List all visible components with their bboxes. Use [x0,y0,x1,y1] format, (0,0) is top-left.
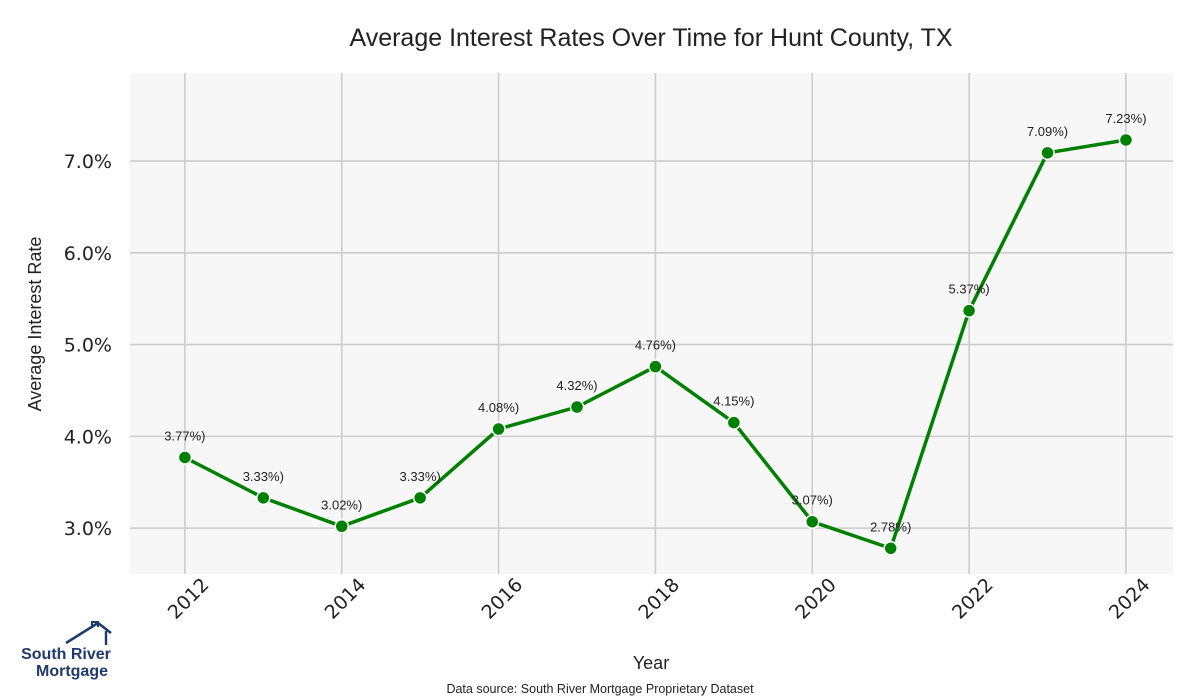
data-label: 7.09%) [1027,124,1068,139]
x-tick-label: 2018 [634,574,684,624]
data-point [1118,132,1134,148]
y-axis-label: Average Interest Rate [25,237,45,412]
x-axis-label: Year [633,653,669,673]
data-point [726,415,742,430]
logo-line-1: South River [21,646,111,663]
source-note: Data source: South River Mortgage Propri… [446,682,754,696]
data-label: 3.07%) [792,493,833,508]
house-roof-icon [65,621,112,645]
data-label: 2.78%) [870,519,911,534]
data-point [256,490,271,506]
data-point [1040,145,1055,161]
data-point [883,541,898,556]
y-tick-label: 3.0% [64,518,112,540]
grid [130,73,1173,574]
y-axis-ticks: 3.0% 4.0% 5.0% 6.0% 7.0% [64,151,112,540]
chart-title: Average Interest Rates Over Time for Hun… [349,24,952,52]
x-tick-label: 2022 [948,574,998,624]
x-tick-label: 2016 [477,574,527,624]
data-label: 7.23%) [1105,111,1146,126]
x-tick-label: 2014 [321,574,371,624]
y-tick-label: 4.0% [64,426,112,448]
data-label: 3.33%) [400,469,441,484]
data-label: 4.76%) [635,338,676,353]
data-point [648,359,663,374]
y-tick-label: 5.0% [64,335,112,357]
logo-line-2: Mortgage [36,663,108,680]
data-point [569,399,585,415]
x-tick-label: 2024 [1105,574,1155,624]
data-point [334,519,349,534]
x-tick-label: 2020 [791,574,841,624]
data-label: 4.08%) [478,400,519,415]
data-label: 3.02%) [321,497,362,512]
data-point [177,450,193,465]
data-label: 3.33%) [243,469,284,484]
data-point [491,421,506,437]
company-logo: South River Mortgage [21,621,112,680]
data-label: 4.15%) [713,394,754,409]
x-tick-label: 2012 [164,574,214,624]
data-points [177,132,1134,556]
y-tick-label: 7.0% [64,151,112,173]
data-point [412,490,428,506]
data-point [961,303,977,318]
data-label: 3.77%) [164,428,205,443]
data-label: 5.37%) [949,282,990,297]
data-labels: 3.77%) 3.33%) 3.02%) 3.33%) 4.08%) 4.32%) 4.76… [164,111,1146,534]
plot-area [130,73,1173,574]
data-label: 4.32%) [556,378,597,393]
data-point [805,514,820,529]
y-tick-label: 6.0% [64,243,112,265]
x-axis-ticks: 2012 2014 2016 2018 2020 2022 2024 [164,574,1155,624]
